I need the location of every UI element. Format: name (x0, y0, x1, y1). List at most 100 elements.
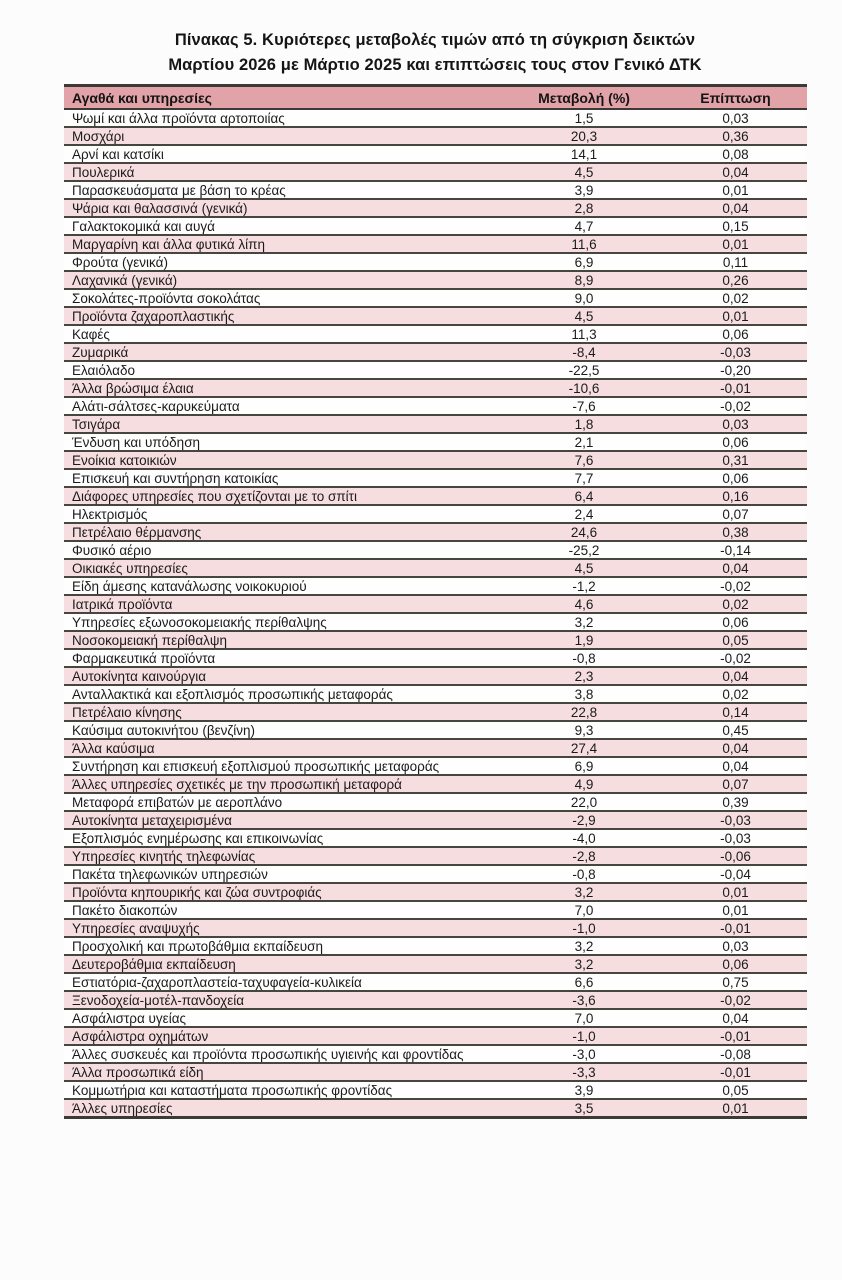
row-label: Αυτοκίνητα μεταχειρισμένα (64, 810, 504, 830)
table-row: Εστιατόρια-ζαχαροπλαστεία-ταχυφαγεία-κυλ… (64, 972, 807, 992)
row-label: Εστιατόρια-ζαχαροπλαστεία-ταχυφαγεία-κυλ… (64, 972, 504, 992)
table-row: Άλλες υπηρεσίες 3,5 0,01 (64, 1098, 807, 1119)
row-label: Είδη άμεσης κατανάλωσης νοικοκυριού (64, 576, 504, 596)
row-label: Τσιγάρα (64, 414, 504, 434)
table-row: Προσχολική και πρωτοβάθμια εκπαίδευση 3,2… (64, 936, 807, 956)
row-impact-value: -0,01 (664, 1062, 807, 1082)
row-label: Ενοίκια κατοικιών (64, 450, 504, 470)
row-impact-value: -0,01 (664, 378, 807, 398)
row-impact-value: 0,04 (664, 738, 807, 758)
row-label: Άλλες υπηρεσίες (64, 1098, 504, 1119)
table-row: Ενοίκια κατοικιών 7,6 0,31 (64, 450, 807, 470)
row-change-value: 11,3 (504, 324, 664, 344)
row-impact-value: 0,07 (664, 504, 807, 524)
row-change-value: 4,5 (504, 162, 664, 182)
row-change-value: 9,0 (504, 288, 664, 308)
row-impact-value: -0,03 (664, 342, 807, 362)
row-impact-value: 0,75 (664, 972, 807, 992)
row-change-value: -3,0 (504, 1044, 664, 1064)
table-row: Κομμωτήρια και καταστήματα προσωπικής φρ… (64, 1080, 807, 1100)
row-label: Φρούτα (γενικά) (64, 252, 504, 272)
row-label: Διάφορες υπηρεσίες που σχετίζονται με το… (64, 486, 504, 506)
table-title: Πίνακας 5. Κυριότερες μεταβολές τιμών απ… (64, 0, 806, 78)
row-impact-value: 0,39 (664, 792, 807, 812)
row-label: Ψάρια και θαλασσινά (γενικά) (64, 198, 504, 218)
row-label: Άλλα προσωπικά είδη (64, 1062, 504, 1082)
table-row: Υπηρεσίες κινητής τηλεφωνίας -2,8 -0,06 (64, 846, 807, 866)
row-change-value: 2,3 (504, 666, 664, 686)
table-row: Καύσιμα αυτοκινήτου (βενζίνη) 9,3 0,45 (64, 720, 807, 740)
row-label: Πακέτα τηλεφωνικών υπηρεσιών (64, 864, 504, 884)
row-change-value: 6,4 (504, 486, 664, 506)
row-label: Αρνί και κατσίκι (64, 144, 504, 164)
row-impact-value: 0,07 (664, 774, 807, 794)
column-header-change: Μεταβολή (%) (504, 84, 664, 110)
column-header-goods: Αγαθά και υπηρεσίες (64, 84, 504, 110)
row-label: Προσχολική και πρωτοβάθμια εκπαίδευση (64, 936, 504, 956)
row-impact-value: 0,14 (664, 702, 807, 722)
row-impact-value: 0,04 (664, 162, 807, 182)
row-impact-value: 0,02 (664, 594, 807, 614)
table-row: Ανταλλακτικά και εξοπλισμός προσωπικής μ… (64, 684, 807, 704)
table-row: Γαλακτοκομικά και αυγά 4,7 0,15 (64, 216, 807, 236)
row-label: Πετρέλαιο κίνησης (64, 702, 504, 722)
row-label: Ψωμί και άλλα προϊόντα αρτοποιίας (64, 108, 504, 128)
table-row: Οικιακές υπηρεσίες 4,5 0,04 (64, 558, 807, 578)
row-impact-value: 0,04 (664, 756, 807, 776)
row-change-value: -22,5 (504, 360, 664, 380)
row-change-value: 6,9 (504, 756, 664, 776)
table-row: Αυτοκίνητα καινούργια 2,3 0,04 (64, 666, 807, 686)
row-label: Ένδυση και υπόδηση (64, 432, 504, 452)
row-impact-value: 0,38 (664, 522, 807, 542)
row-change-value: 7,0 (504, 900, 664, 920)
row-impact-value: 0,01 (664, 180, 807, 200)
row-change-value: -10,6 (504, 378, 664, 398)
row-impact-value: 0,06 (664, 432, 807, 452)
row-change-value: 7,6 (504, 450, 664, 470)
table-row: Ασφάλιστρα υγείας 7,0 0,04 (64, 1008, 807, 1028)
row-label: Ασφάλιστρα οχημάτων (64, 1026, 504, 1046)
row-change-value: 1,9 (504, 630, 664, 650)
row-change-value: 3,2 (504, 936, 664, 956)
row-change-value: -2,9 (504, 810, 664, 830)
row-change-value: -0,8 (504, 864, 664, 884)
row-change-value: 22,0 (504, 792, 664, 812)
row-impact-value: -0,01 (664, 1026, 807, 1046)
row-impact-value: 0,01 (664, 234, 807, 254)
table-row: Λαχανικά (γενικά) 8,9 0,26 (64, 270, 807, 290)
row-impact-value: 0,26 (664, 270, 807, 290)
row-label: Άλλες συσκευές και προϊόντα προσωπικής υ… (64, 1044, 504, 1064)
table-row: Άλλα βρώσιμα έλαια -10,6 -0,01 (64, 378, 807, 398)
table-row: Καφές 11,3 0,06 (64, 324, 807, 344)
row-label: Μαργαρίνη και άλλα φυτικά λίπη (64, 234, 504, 254)
row-impact-value: 0,01 (664, 306, 807, 326)
row-change-value: -0,8 (504, 648, 664, 668)
row-label: Πακέτο διακοπών (64, 900, 504, 920)
row-impact-value: -0,14 (664, 540, 807, 560)
table-title-line-2: Μαρτίου 2026 με Μάρτιο 2025 και επιπτώσε… (168, 56, 702, 74)
row-label: Ανταλλακτικά και εξοπλισμός προσωπικής μ… (64, 684, 504, 704)
row-label: Ασφάλιστρα υγείας (64, 1008, 504, 1028)
row-label: Νοσοκομειακή περίθαλψη (64, 630, 504, 650)
table-row: Εξοπλισμός ενημέρωσης και επικοινωνίας -4… (64, 828, 807, 848)
table-row: Ασφάλιστρα οχημάτων -1,0 -0,01 (64, 1026, 807, 1046)
row-label: Προϊόντα ζαχαροπλαστικής (64, 306, 504, 326)
row-impact-value: 0,45 (664, 720, 807, 740)
row-change-value: 3,8 (504, 684, 664, 704)
table-row: Ψάρια και θαλασσινά (γενικά) 2,8 0,04 (64, 198, 807, 218)
row-change-value: 6,9 (504, 252, 664, 272)
row-impact-value: 0,01 (664, 900, 807, 920)
table-row: Ηλεκτρισμός 2,4 0,07 (64, 504, 807, 524)
row-change-value: 11,6 (504, 234, 664, 254)
row-label: Άλλα βρώσιμα έλαια (64, 378, 504, 398)
row-impact-value: 0,02 (664, 288, 807, 308)
row-change-value: 20,3 (504, 126, 664, 146)
row-label: Ιατρικά προϊόντα (64, 594, 504, 614)
row-impact-value: 0,36 (664, 126, 807, 146)
table-row: Φρούτα (γενικά) 6,9 0,11 (64, 252, 807, 272)
row-change-value: 2,8 (504, 198, 664, 218)
row-impact-value: 0,03 (664, 108, 807, 128)
row-impact-value: -0,20 (664, 360, 807, 380)
table-row: Ζυμαρικά -8,4 -0,03 (64, 342, 807, 362)
